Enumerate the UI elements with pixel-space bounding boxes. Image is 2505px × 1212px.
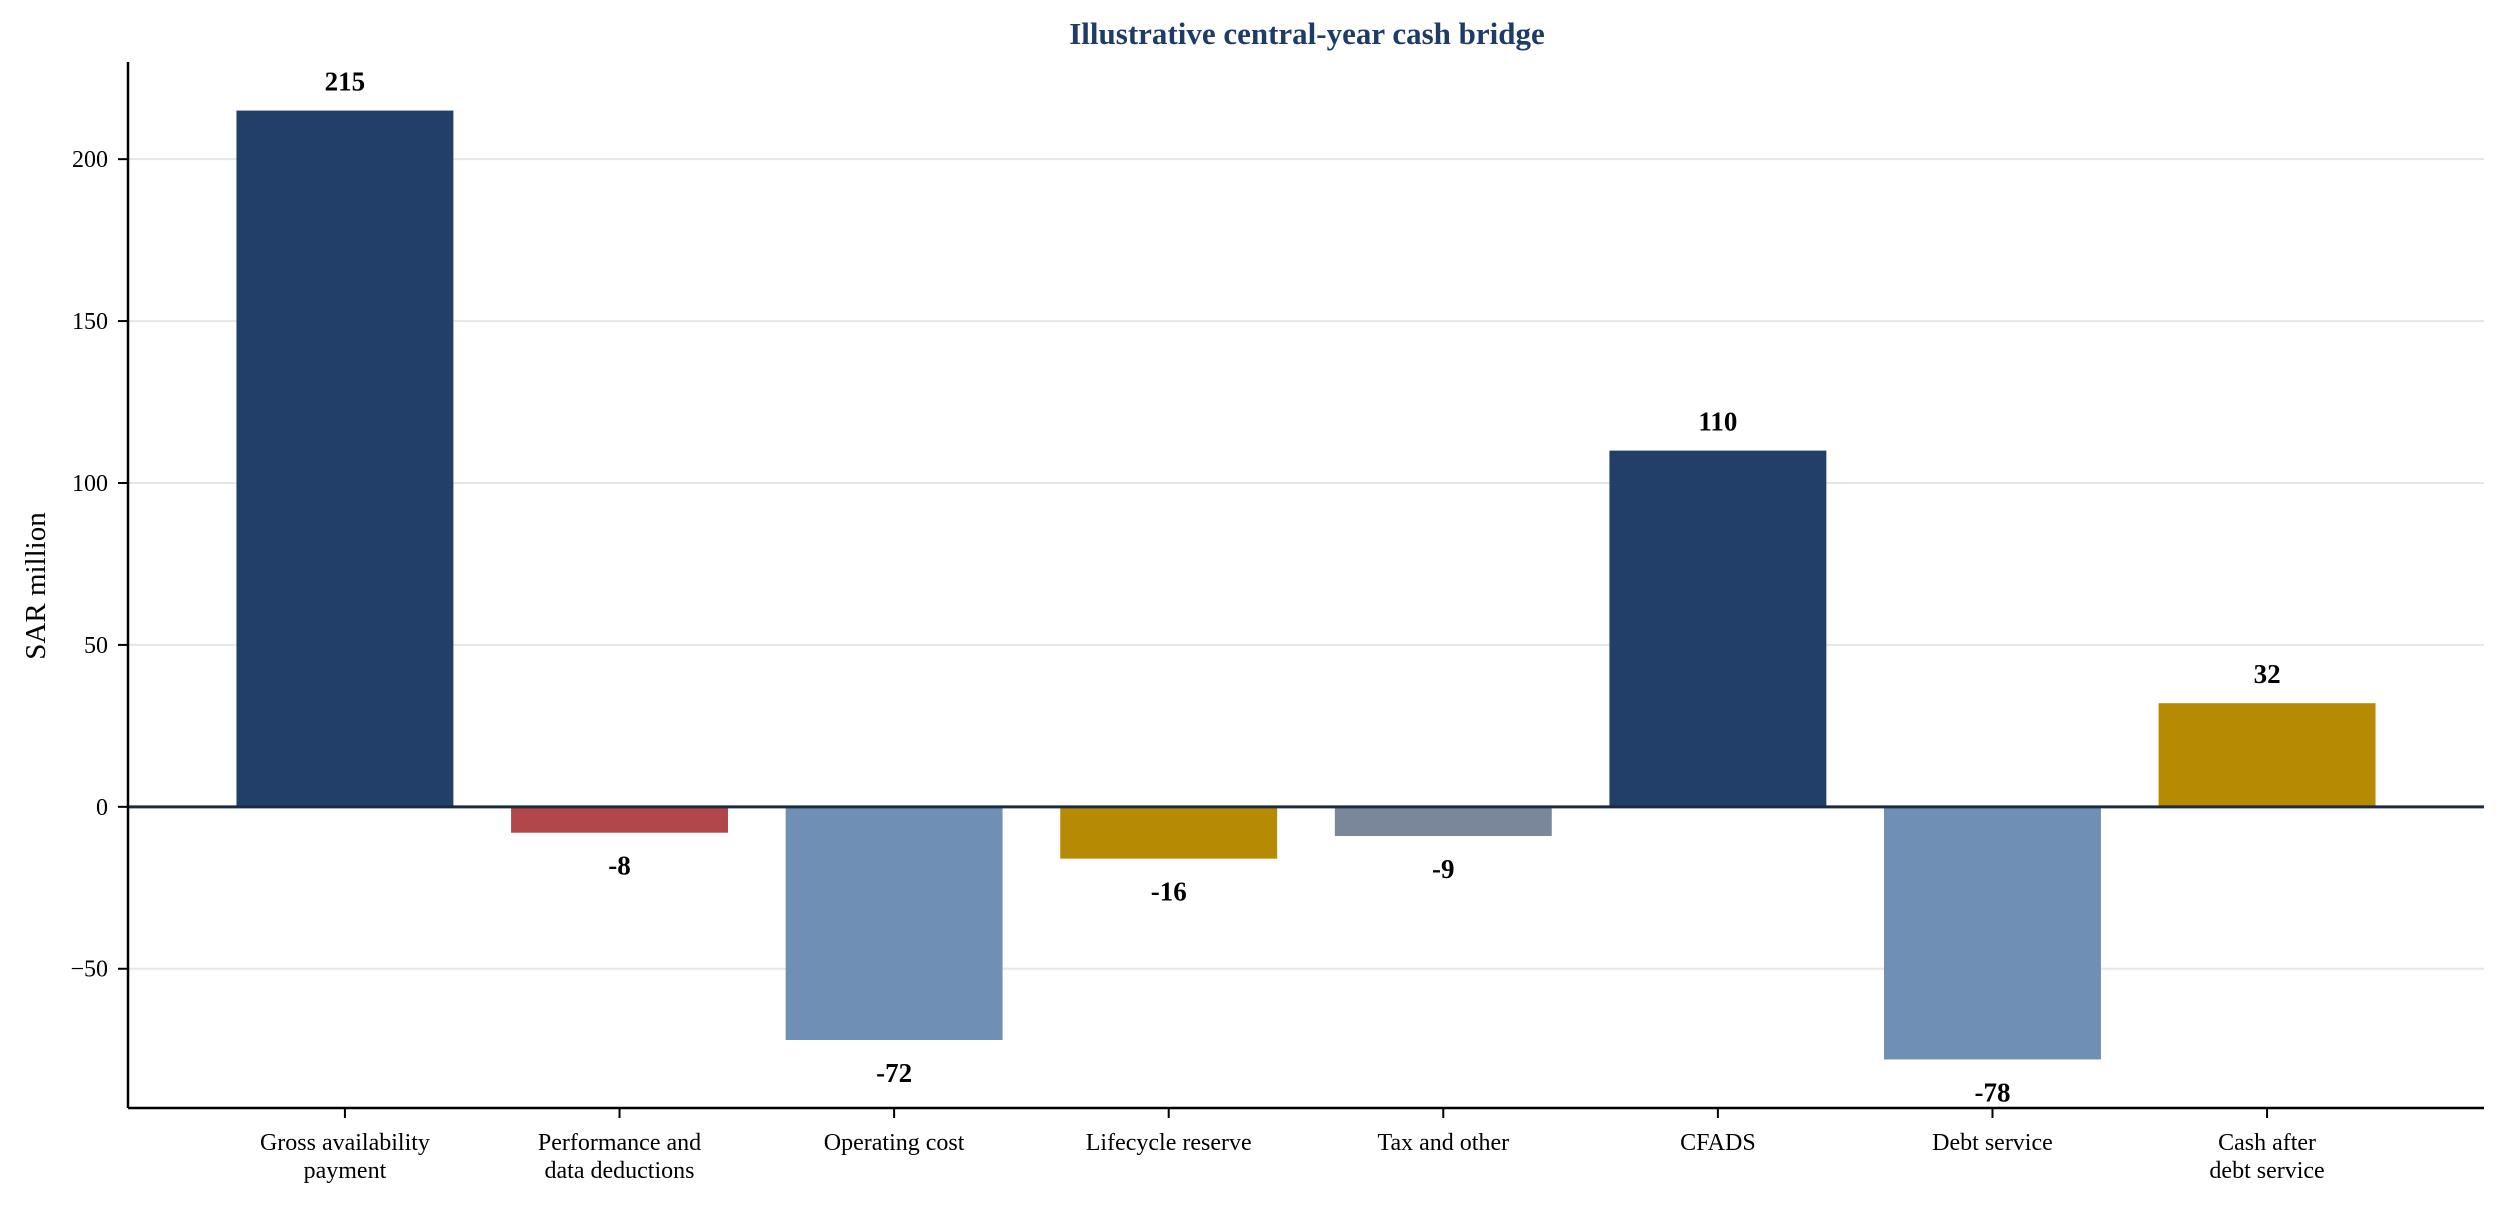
x-tick-label-line: Operating cost	[824, 1130, 965, 1156]
data-label: -8	[608, 851, 631, 881]
x-tick-label: Operating cost	[824, 1130, 965, 1156]
y-tick-label: 0	[96, 795, 108, 821]
data-label: 110	[1698, 407, 1737, 437]
bar-1	[236, 110, 454, 807]
x-tick-label: Debt service	[1932, 1130, 2053, 1156]
x-tick-label-line: CFADS	[1680, 1130, 1756, 1156]
data-label: 215	[325, 67, 366, 97]
y-tick-label: −50	[70, 957, 108, 983]
x-tick-label-line: Lifecycle reserve	[1086, 1130, 1252, 1156]
y-axis-label: SAR million	[20, 512, 52, 660]
data-label: 32	[2254, 659, 2281, 689]
x-tick-label: Lifecycle reserve	[1086, 1130, 1252, 1156]
x-tick-label-line: Cash after	[2218, 1130, 2316, 1156]
x-tick-label: Tax and other	[1377, 1130, 1509, 1156]
y-tick-label: 150	[72, 309, 108, 335]
bar-4	[1060, 806, 1278, 859]
axes: −50 0 50 100 150 200 Gross availability payment…	[70, 62, 2484, 1184]
x-tick-label-line: data deductions	[545, 1158, 695, 1184]
chart-title: Illustrative central-year cash bridge	[1069, 16, 1545, 51]
x-tick-label-line: payment	[304, 1158, 387, 1184]
bar-7	[1884, 806, 2101, 1060]
x-tick-label: Cash after debt service	[2209, 1130, 2324, 1184]
bars	[236, 110, 2376, 1060]
bar-5	[1334, 806, 1552, 836]
bar-3	[785, 806, 1003, 1040]
y-tick-label: 200	[72, 147, 108, 173]
x-tick-label: Gross availability payment	[260, 1130, 430, 1184]
x-tick-label-line: Performance and	[538, 1130, 701, 1156]
x-tick-label: Performance and data deductions	[538, 1130, 701, 1184]
bar-2	[511, 806, 728, 833]
gridlines	[128, 158, 2484, 970]
bar-6	[1609, 450, 1827, 807]
data-labels: 215 -8 -72 -16 -9 110 -78 32	[325, 67, 2281, 1108]
data-label: -78	[1974, 1077, 2010, 1107]
x-tick-label-line: Tax and other	[1377, 1130, 1509, 1156]
data-label: -16	[1151, 877, 1187, 907]
x-tick-label-line: debt service	[2209, 1158, 2324, 1184]
x-tick-label: CFADS	[1680, 1130, 1756, 1156]
x-tick-label-line: Debt service	[1932, 1130, 2053, 1156]
x-tick-label-line: Gross availability	[260, 1130, 430, 1156]
data-label: -9	[1432, 854, 1455, 884]
bar-8	[2158, 703, 2376, 807]
y-tick-label: 50	[84, 633, 108, 659]
y-tick-label: 100	[72, 471, 108, 497]
data-label: -72	[876, 1058, 912, 1088]
